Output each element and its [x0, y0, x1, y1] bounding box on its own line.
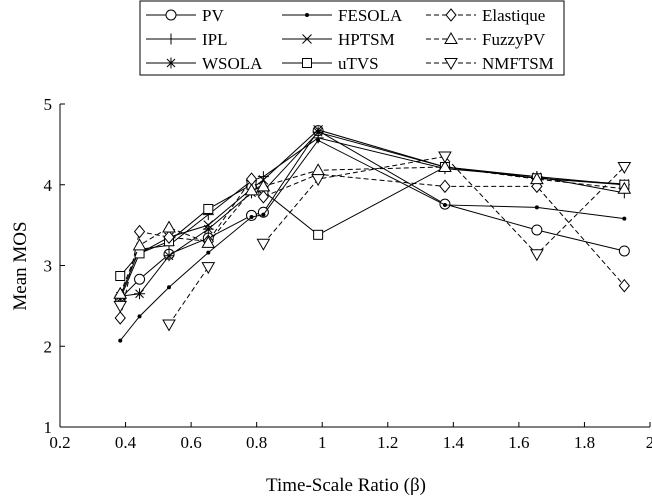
legend-label-fuzzypv: FuzzyPV — [482, 30, 546, 49]
series-elastique — [115, 168, 629, 324]
data-point-fesola — [138, 314, 142, 318]
x-tick-label: 2 — [646, 433, 652, 452]
series-line-pv — [120, 131, 624, 299]
legend-marker-utvs — [303, 59, 312, 68]
x-tick-label: 1.4 — [443, 433, 465, 452]
series-hptsm — [116, 125, 629, 303]
y-tick-label: 3 — [44, 257, 53, 276]
series-layer — [114, 125, 630, 342]
legend-label-nmftsm: NMFTSM — [482, 54, 554, 73]
axes-layer: 0.2 0.4 0.6 0.8 1 1.2 1.4 1.6 1.8 2 1 2 3 4 5 — [44, 95, 652, 452]
data-point-wsola — [164, 250, 175, 261]
data-point-nmftsm — [114, 301, 126, 312]
legend: PV IPL WSOLA FESOLA HPTSM uTVS Elastique FuzzyP… — [140, 1, 564, 75]
data-point-fuzzypv — [312, 164, 324, 175]
data-point-elastique — [135, 226, 145, 238]
data-point-wsola — [134, 288, 145, 299]
y-tick-label: 4 — [44, 176, 53, 195]
x-tick-label: 0.4 — [115, 433, 137, 452]
legend-label-pv: PV — [202, 6, 224, 25]
series-line-fuzzypv — [120, 167, 624, 294]
series-wsola — [115, 127, 630, 302]
series-nmftsm — [114, 152, 630, 330]
data-point-fesola — [443, 203, 447, 207]
data-point-wsola — [313, 127, 324, 138]
x-axis-label: Time-Scale Ratio (β) — [266, 475, 426, 496]
legend-marker-fesola — [305, 13, 309, 17]
legend-label-hptsm: HPTSM — [338, 30, 395, 49]
x-tick-label: 1 — [318, 433, 327, 452]
data-point-pv — [135, 274, 145, 284]
legend-label-wsola: WSOLA — [202, 54, 263, 73]
legend-label-fesola: FESOLA — [338, 6, 403, 25]
y-tick-label: 1 — [44, 418, 53, 437]
series-line-wsola — [120, 132, 624, 296]
data-point-utvs — [314, 230, 323, 239]
data-point-nmftsm — [202, 263, 214, 274]
x-tick-label: 1.8 — [574, 433, 595, 452]
data-point-utvs — [116, 271, 125, 280]
data-point-fesola — [535, 205, 539, 209]
data-point-fesola — [250, 215, 254, 219]
data-point-fuzzypv — [134, 239, 146, 250]
data-point-pv — [619, 246, 629, 256]
series-ipl — [115, 132, 630, 301]
data-point-nmftsm — [312, 175, 324, 186]
data-point-nmftsm — [163, 320, 175, 331]
data-point-fesola — [261, 213, 265, 217]
series-utvs — [116, 162, 629, 280]
legend-label-elastique: Elastique — [482, 6, 545, 25]
x-tick-label: 1.6 — [508, 433, 529, 452]
x-tick-label: 0.2 — [49, 433, 70, 452]
y-tick-label: 5 — [44, 95, 53, 114]
data-point-fuzzypv — [257, 180, 269, 191]
data-point-pv — [532, 225, 542, 235]
x-tick-label: 0.6 — [180, 433, 201, 452]
data-point-fuzzypv — [163, 222, 175, 233]
data-point-nmftsm — [531, 250, 543, 261]
data-point-fesola — [118, 339, 122, 343]
series-line-utvs — [120, 167, 624, 276]
series-line-hptsm — [120, 130, 624, 299]
data-point-elastique — [440, 180, 450, 192]
data-point-fesola — [316, 138, 320, 142]
series-fuzzypv — [114, 161, 630, 298]
data-point-fesola — [167, 285, 171, 289]
data-point-fesola — [206, 251, 210, 255]
data-point-nmftsm — [257, 239, 269, 250]
legend-label-utvs: uTVS — [338, 54, 379, 73]
series-line-nmftsm — [169, 267, 208, 324]
x-tick-label: 1.2 — [377, 433, 398, 452]
x-tick-label: 0.8 — [246, 433, 267, 452]
y-tick-label: 2 — [44, 337, 53, 356]
data-point-fesola — [622, 217, 626, 221]
legend-marker-pv — [166, 10, 176, 20]
legend-marker-wsola — [166, 58, 177, 69]
series-line-elastique — [120, 174, 624, 318]
y-axis-label: Mean MOS — [10, 221, 31, 310]
legend-label-ipl: IPL — [202, 30, 228, 49]
data-point-elastique — [115, 312, 125, 324]
data-point-utvs — [204, 204, 213, 213]
series-pv — [115, 126, 629, 304]
